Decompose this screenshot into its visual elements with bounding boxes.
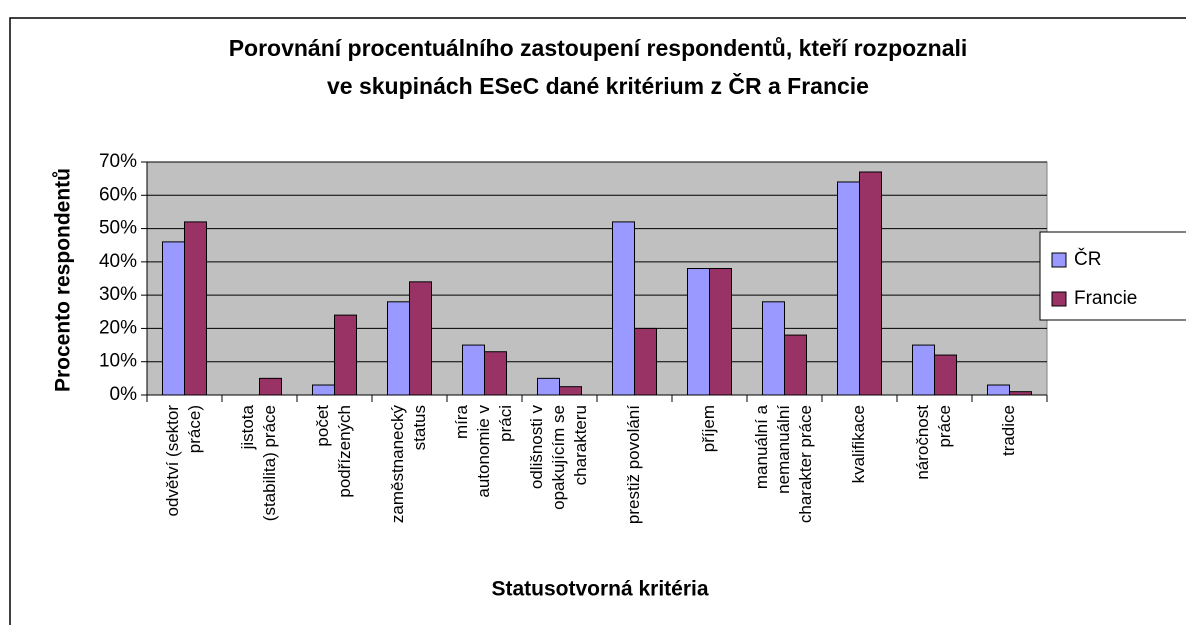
bar — [934, 354, 957, 396]
x-tick-label: odlišnosti v — [527, 405, 546, 490]
x-tick-label: opakujícím se — [549, 405, 568, 510]
x-tick-label: práce — [935, 405, 954, 448]
x-tick-label: nemanuální — [774, 405, 793, 494]
x-tick-label: míra — [452, 404, 471, 439]
y-tick-label: 60% — [99, 184, 137, 205]
x-tick-label: počet — [313, 405, 332, 447]
bar — [709, 268, 732, 396]
x-tick-label: kvalifikace — [849, 405, 868, 483]
bar — [559, 386, 582, 396]
bar — [612, 221, 635, 396]
x-tick-label: odvětví (sektor — [163, 405, 182, 517]
legend-label: Francie — [1074, 288, 1137, 309]
bar — [1009, 391, 1032, 396]
x-tick-label: manuální a — [752, 404, 771, 489]
bar — [837, 181, 860, 396]
bar — [687, 268, 710, 396]
bar — [387, 301, 410, 396]
chart-title: ve skupinách ESeC dané kritérium z ČR a … — [327, 72, 869, 99]
x-tick-label: náročnost — [913, 405, 932, 480]
bar — [162, 241, 185, 396]
y-tick-label: 40% — [99, 251, 137, 272]
y-tick-label: 0% — [110, 384, 138, 405]
y-tick-label: 30% — [99, 284, 137, 305]
y-tick-label: 70% — [99, 151, 137, 172]
bar — [484, 351, 507, 396]
x-axis-title: Statusotvorná kritéria — [491, 578, 708, 601]
x-tick-label: charakter práce — [796, 405, 815, 523]
x-tick-label: příjem — [699, 405, 718, 452]
plot-area — [146, 161, 1048, 396]
x-tick-label: podřízených — [335, 405, 354, 498]
x-tick-label: práci — [496, 405, 515, 442]
bar — [462, 344, 485, 396]
x-tick-label: (stabilita) práce — [260, 405, 279, 521]
x-tick-label: práce) — [185, 405, 204, 453]
bar — [987, 384, 1010, 396]
y-tick-label: 10% — [99, 351, 137, 372]
bar — [762, 301, 785, 396]
bar — [409, 281, 432, 396]
bar — [784, 334, 807, 396]
bar — [312, 384, 335, 396]
x-tick-label: status — [410, 405, 429, 450]
x-tick-label: autonomie v — [474, 405, 493, 498]
y-tick-label: 20% — [99, 317, 137, 338]
legend-swatch — [1051, 252, 1067, 268]
bar — [859, 171, 882, 396]
bar — [634, 327, 657, 396]
bar — [912, 344, 935, 396]
legend-label: ČR — [1074, 248, 1101, 270]
x-tick-label: charakteru — [571, 405, 590, 485]
x-tick-label: prestiž povolání — [624, 405, 643, 524]
bar — [184, 221, 207, 396]
y-tick-label: 50% — [99, 218, 137, 239]
bar — [334, 314, 357, 396]
x-tick-label: tradice — [999, 405, 1018, 456]
y-axis-title: Procento respondentů — [52, 168, 75, 392]
x-tick-label: zaměstnanecký — [388, 405, 407, 524]
chart-title: Porovnání procentuálního zastoupení resp… — [229, 35, 968, 61]
x-tick-label: jistota — [238, 404, 257, 450]
legend-swatch — [1051, 291, 1067, 307]
bar — [259, 377, 282, 396]
bar — [537, 377, 560, 396]
